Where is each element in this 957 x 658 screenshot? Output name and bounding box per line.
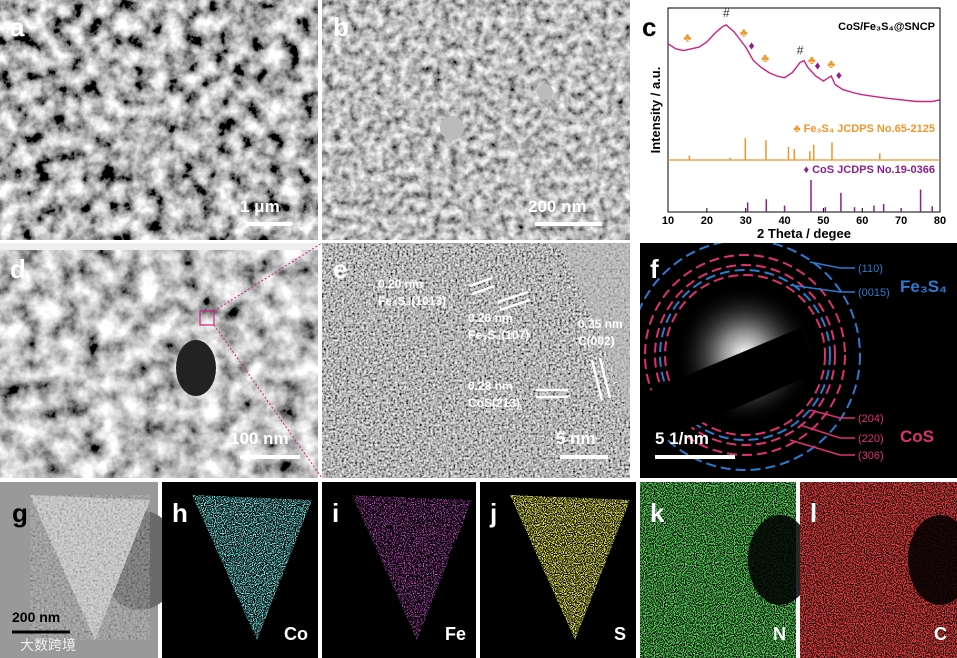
lattice-label: 0.20 nm — [378, 277, 423, 291]
zoom-line — [213, 242, 323, 312]
zoom-line — [213, 324, 323, 479]
y-axis-label: Intensity / a.u. — [648, 67, 663, 154]
particle — [440, 116, 464, 140]
peak-marker: ♣ — [683, 31, 691, 45]
x-tick-label: 10 — [662, 215, 674, 227]
legend-label: ♦ CoS JCDPS No.19-0366 — [803, 164, 935, 176]
legend-label: ♣ Fe₃S₄ JCDPS No.65-2125 — [793, 123, 935, 135]
panel-label: d — [10, 254, 26, 284]
ring-label: (204) — [858, 413, 884, 425]
lattice-label: 0.26 nm — [468, 311, 513, 325]
ring-label: (220) — [858, 433, 884, 445]
panel-label: g — [12, 498, 28, 528]
peak-marker: ♦ — [836, 68, 842, 82]
panel-label: a — [10, 12, 25, 42]
ring-label: (110) — [858, 263, 883, 275]
peak-marker: ♦ — [815, 58, 821, 72]
scale-label: 100 nm — [230, 429, 289, 448]
scale-label: 5 nm — [556, 429, 596, 448]
x-tick-label: 60 — [856, 215, 868, 227]
eds-maps: h Co i Fe j Sk Nl C — [162, 482, 957, 658]
scale-label: 5 1/nm — [655, 429, 709, 448]
x-tick-label: 40 — [778, 215, 790, 227]
pore — [176, 340, 216, 396]
tem-image — [0, 250, 318, 478]
lattice-label: 0.35 nm — [578, 317, 623, 331]
element-label: Fe — [445, 624, 466, 644]
zoom-box — [199, 310, 215, 326]
panel-label: f — [650, 254, 659, 284]
ring-label: (306) — [858, 450, 884, 462]
edge — [560, 243, 630, 420]
element-label: C — [934, 624, 947, 644]
xrd-chart: 10 20 30 40 50 60 70 80 CoS/Fe₃S₄@SNCP 2 Theta / … — [648, 6, 946, 241]
scale-label: 200 nm — [12, 609, 60, 625]
x-tick-label: 30 — [740, 215, 752, 227]
panel-label: h — [172, 498, 188, 528]
lattice-annotations: 0.20 nm Fe₃S₄(1013) 0.26 nm Fe₃S₄(107) 0.35 … — [378, 277, 623, 410]
peak-marker: # — [723, 6, 730, 20]
x-axis-label: 2 Theta / degee — [757, 226, 851, 241]
particle-texture — [30, 495, 150, 640]
phase-label: CoS — [900, 427, 934, 446]
lattice-label: 0.28 nm — [468, 379, 513, 393]
lattice-label: C(002) — [578, 334, 615, 348]
phase-label: Fe₃S₄ — [900, 277, 947, 296]
x-tick-label: 50 — [817, 215, 829, 227]
lattice-label: Fe₃S₄(1013) — [378, 294, 446, 308]
peak-marker: ♣ — [827, 57, 835, 71]
watermark: 大数跨境 — [20, 637, 76, 653]
element-label: N — [773, 624, 786, 644]
map-void — [748, 515, 812, 605]
lattice-marks — [469, 276, 612, 401]
diffraction-rings — [640, 243, 861, 471]
particle — [537, 84, 553, 100]
panel-label: c — [642, 12, 656, 42]
x-tick-label: 80 — [934, 215, 946, 227]
chart-title: CoS/Fe₃S₄@SNCP — [838, 21, 935, 33]
panel-label: i — [332, 498, 339, 528]
sem-image — [322, 0, 630, 240]
map-void — [908, 515, 957, 605]
panel-label: l — [810, 498, 817, 528]
peak-marker: ♦ — [748, 38, 754, 52]
plot-frame — [667, 7, 941, 213]
panel-label: k — [650, 498, 665, 528]
panel-label: j — [489, 498, 497, 528]
peak-marker: ♣ — [808, 53, 816, 67]
x-tick-label: 70 — [895, 215, 907, 227]
peak-marker: # — [797, 43, 804, 57]
peak-marker: ♣ — [761, 51, 769, 65]
element-label: S — [614, 624, 626, 644]
sem-image — [0, 0, 318, 240]
element-label: Co — [284, 624, 308, 644]
xrd-curve — [667, 24, 941, 103]
panel-label: e — [333, 254, 347, 284]
ring-label: (0015) — [858, 287, 890, 299]
scale-label: 1 μm — [240, 197, 280, 216]
scale-label: 200 nm — [528, 197, 587, 216]
leader-lines — [789, 261, 855, 456]
panel-label: b — [333, 12, 349, 42]
peak-marker: ♣ — [740, 26, 748, 40]
x-tick-label: 20 — [701, 215, 713, 227]
lattice-label: CoS(213) — [468, 396, 520, 410]
beam-stop — [640, 328, 818, 450]
lattice-label: Fe₃S₄(107) — [468, 328, 529, 342]
